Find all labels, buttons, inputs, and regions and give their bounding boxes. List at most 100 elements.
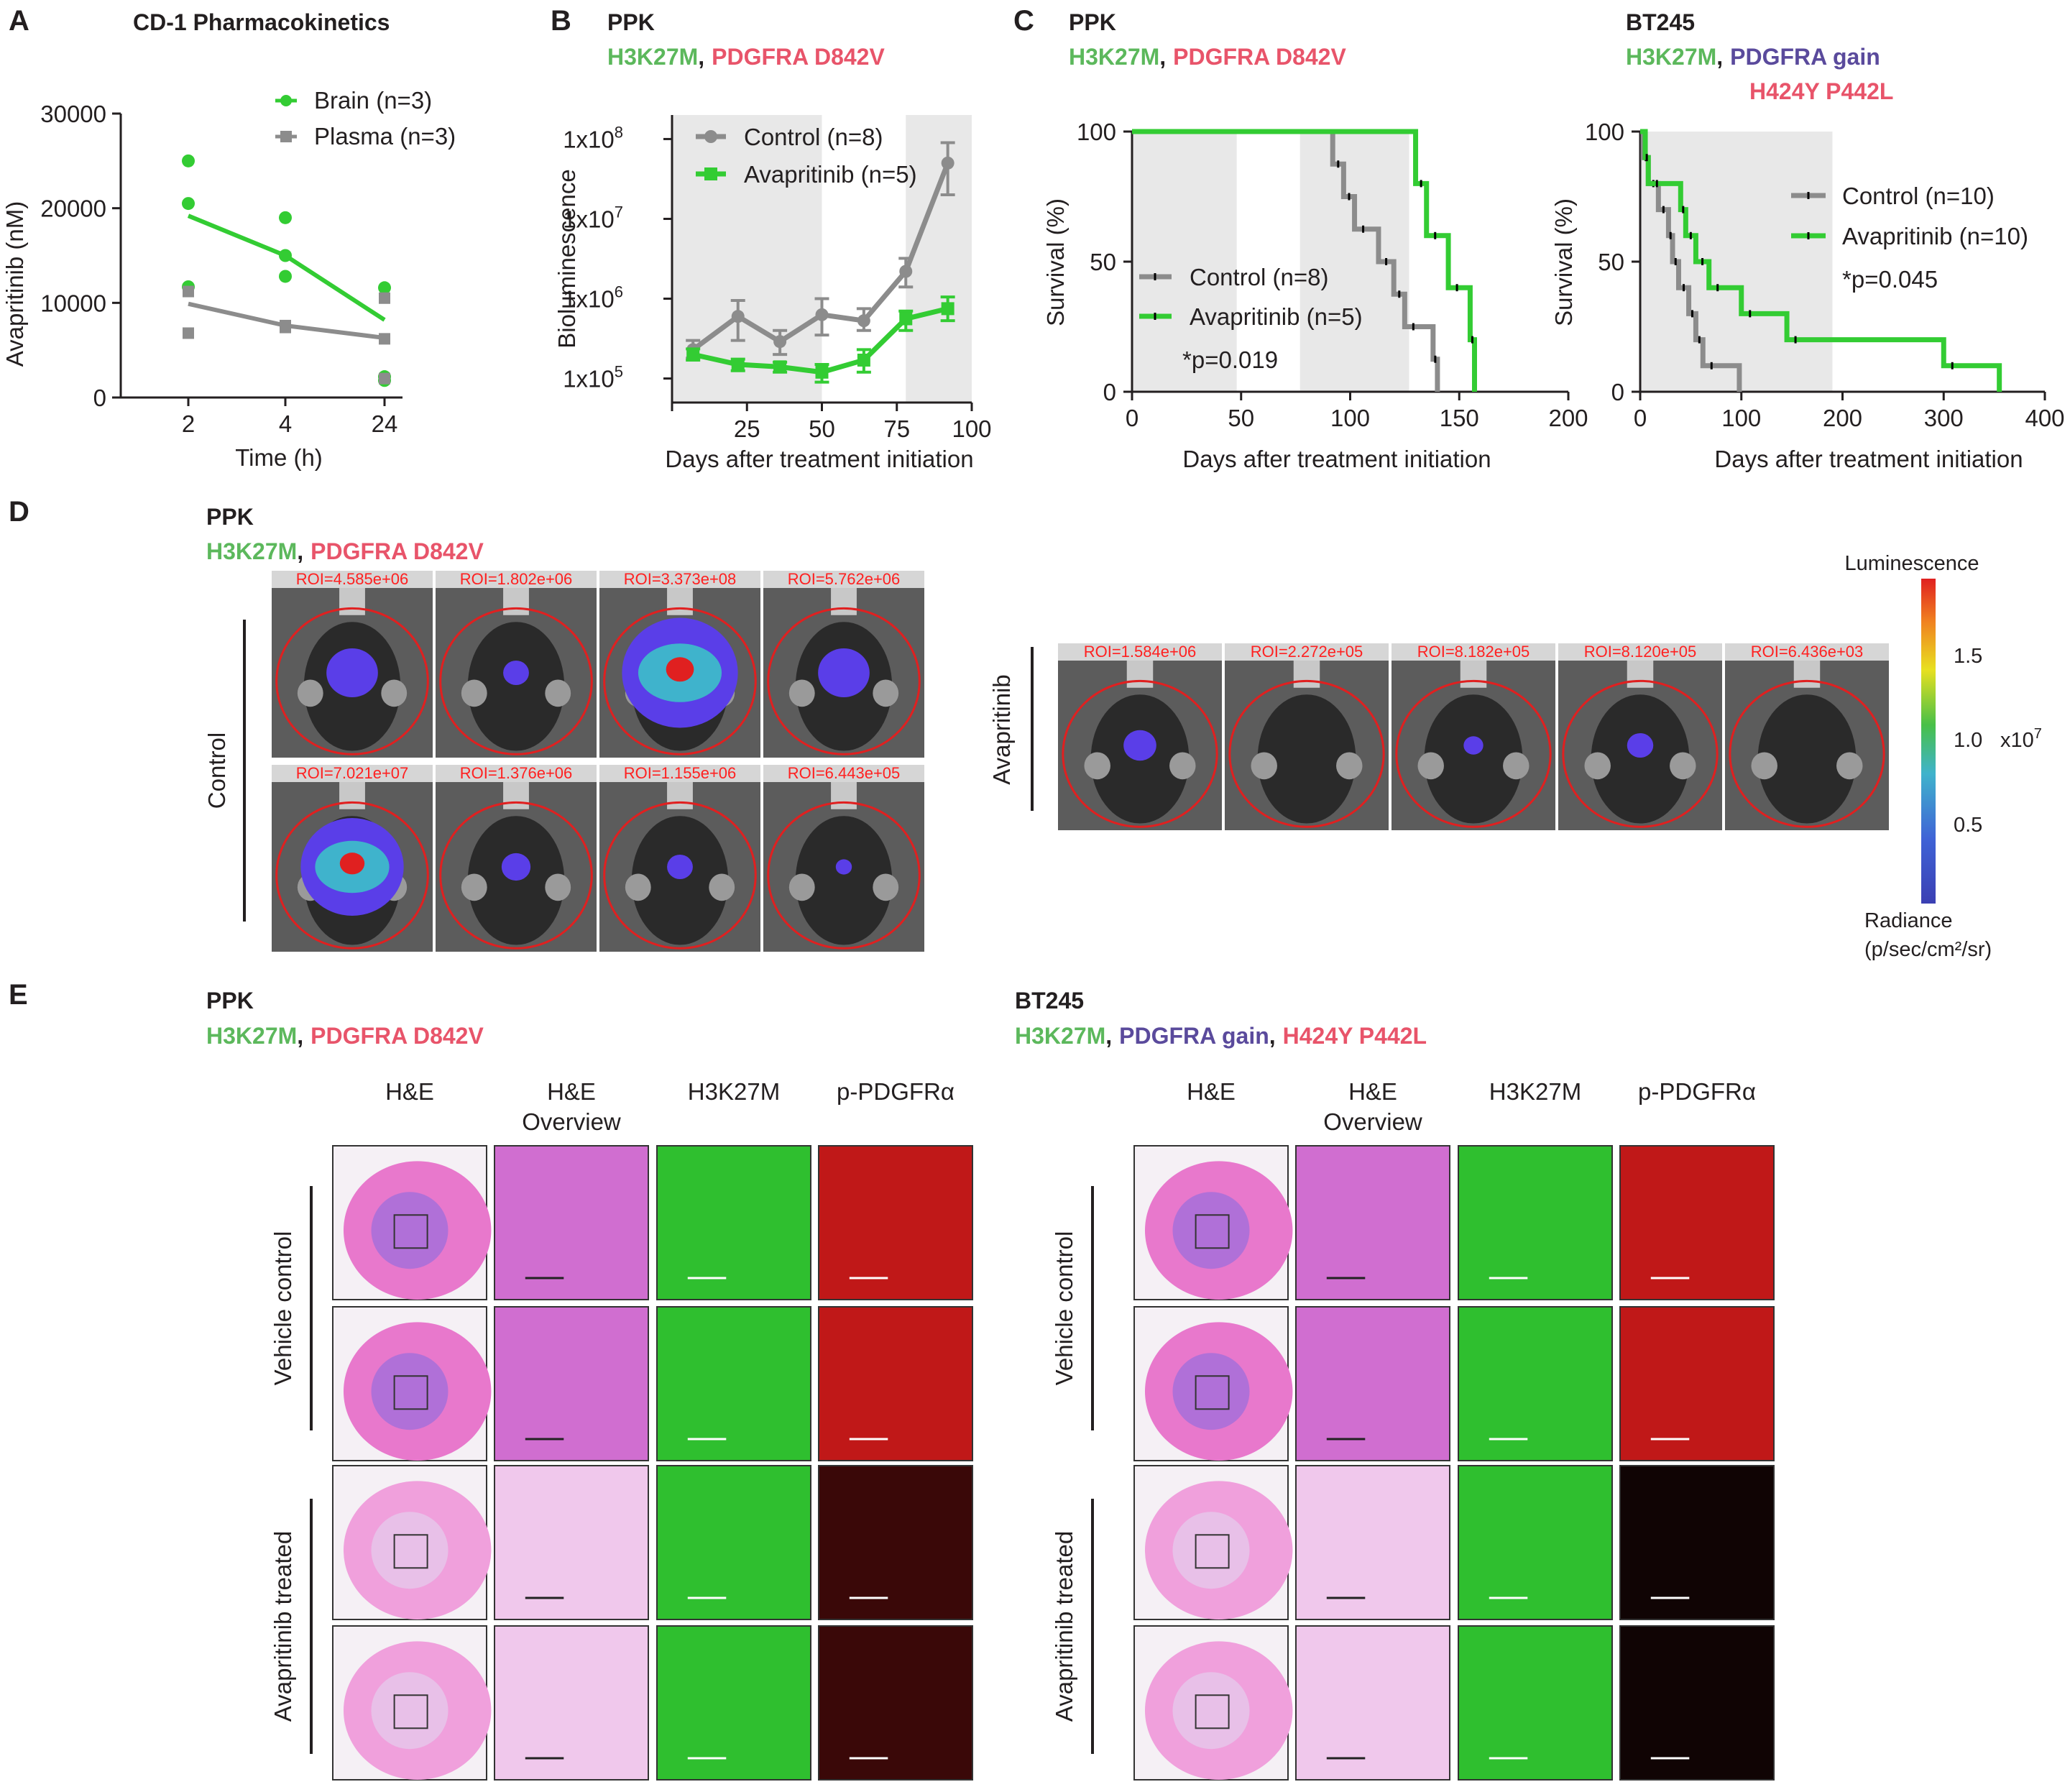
chart-a-xlabel: Time (h) (235, 444, 323, 471)
mouse-ear-right (545, 873, 571, 901)
p-pdgfra-stain (1619, 1145, 1775, 1300)
panel-d-control-images: ROI=4.585e+06 ROI=1.802e+06 ROI=3.373e+08 R… (272, 570, 924, 952)
y-tick-label-a: 10000 (40, 290, 106, 316)
luminescence-signal-high (666, 657, 694, 682)
panel-label-e: E (9, 979, 28, 1011)
luminescence-signal (818, 648, 870, 697)
roi-circle (603, 801, 757, 950)
data-point-b-avapritinib (815, 365, 829, 379)
panel-d-treated-images: ROI=1.584e+06 ROI=2.272e+05 ROI=8.182e+05 R… (1058, 643, 1889, 830)
mouse-ear-left (1251, 752, 1277, 780)
colorbar-unit-title: Radiance (1864, 909, 1953, 932)
y-tick-label-c: 50 (1090, 249, 1116, 275)
he-overview (494, 1306, 649, 1461)
chart-c1-pvalue: *p=0.019 (1182, 346, 1278, 373)
he-overview (1295, 1306, 1450, 1461)
cannula-holder (1460, 661, 1487, 688)
legend-c2-avapritinib-label: Avapritinib (n=10) (1842, 223, 2028, 249)
legend-a-plasma-label: Plasma (n=3) (314, 123, 456, 150)
roi-label-bg (763, 571, 924, 588)
he-overview (1295, 1145, 1450, 1300)
cannula-holder (339, 588, 365, 615)
h3k27m-stain (1458, 1625, 1613, 1780)
chart-c1-xlabel: Days after treatment initiation (1182, 446, 1491, 472)
he-overview (494, 1465, 649, 1620)
panel-label-a: A (9, 5, 29, 37)
cannula-holder (503, 782, 529, 809)
data-point-b-avapritinib (941, 302, 954, 316)
roi-label-bg (272, 571, 433, 588)
chart-c2-xlabel: Days after treatment initiation (1714, 446, 2023, 472)
col-header-overview-sub: Overview (1323, 1108, 1422, 1135)
luminescence-signal (326, 648, 378, 697)
mouse-ear-right (709, 873, 735, 901)
roi-circle (439, 801, 593, 950)
h3k27m-stain (1458, 1306, 1613, 1461)
data-point-b-avapritinib (731, 358, 745, 372)
col-header-he: H&E (1187, 1078, 1236, 1105)
roi-label: ROI=5.762e+06 (788, 570, 901, 588)
mouse-ear-right (1503, 752, 1530, 780)
he-tumor (1172, 1672, 1250, 1750)
he-overview (494, 1625, 649, 1780)
data-point-b-control (773, 335, 787, 349)
h3k27m-stain (656, 1625, 811, 1780)
chart-c2-ylabel: Survival (%) (1550, 198, 1577, 326)
cannula-holder (831, 782, 857, 809)
panel-d-control-label: Control (203, 732, 230, 809)
mouse-ear-right (381, 679, 408, 707)
series-line-0 (187, 213, 386, 322)
panel-c-ppk-model: PPK (1069, 9, 1116, 35)
x-tick-label-b: 75 (883, 415, 910, 442)
roi-circle (439, 607, 593, 755)
data-point-plasma (183, 285, 194, 298)
luminescence-signal (501, 853, 531, 881)
x-tick-label-c: 0 (1126, 405, 1138, 431)
chart-b-ylabel: Bioluminescence (553, 169, 580, 348)
x-tick-label-a: 4 (279, 410, 292, 437)
x-tick-label-c: 150 (1440, 405, 1479, 431)
panel-d-model: PPK (206, 504, 254, 530)
y-tick-label-c: 100 (1077, 119, 1116, 145)
chart-c2-plot: 0 50 100 0 100 200 300 400 (1585, 119, 2065, 431)
panel-c-bt245-mutation3: H424Y P442L (1749, 78, 1893, 104)
roi-label-bg (436, 571, 597, 588)
mouse-head (467, 622, 565, 751)
chart-b-xlabel: Days after treatment initiation (665, 446, 973, 472)
mouse-ear-right (1836, 752, 1863, 780)
data-point-plasma (379, 292, 390, 304)
he-inset-box (393, 1534, 428, 1569)
data-point-brain (182, 154, 195, 167)
roi-circle (767, 607, 921, 755)
row-group-label: Avapritinib treated (1051, 1531, 1077, 1722)
cannula-holder (1793, 661, 1821, 688)
colorbar-tick-1: 1.5 (1954, 645, 1982, 668)
x-tick-label-b: 25 (734, 415, 760, 442)
chart-c1-ylabel: Survival (%) (1042, 198, 1069, 326)
roi-label-bg (599, 765, 760, 782)
panel-d-mutations: H3K27M, PDGFRA D842V (206, 538, 484, 564)
mouse-ear-right (545, 679, 571, 707)
panel-b: B PPK H3K27M, PDGFRA D842V Bioluminescenc… (551, 5, 992, 472)
x-tick-label-c: 300 (1924, 405, 1964, 431)
data-point-b-avapritinib (899, 312, 913, 326)
chart-a-title: CD-1 Pharmacokinetics (133, 9, 390, 35)
roi-circle (603, 607, 757, 755)
mouse-head (1424, 694, 1523, 824)
mouse-ear-left (788, 679, 815, 707)
row-group-label: Vehicle control (270, 1231, 296, 1386)
mouse-ear-right (1336, 752, 1363, 780)
roi-circle (275, 607, 429, 755)
mouse-ear-left (461, 873, 487, 901)
data-point-b-control (815, 308, 829, 321)
panel-label-c: C (1013, 5, 1034, 37)
y-tick-label-b: 1x108 (563, 123, 623, 152)
he-tumor (371, 1192, 448, 1269)
roi-label-bg (1058, 643, 1222, 661)
luminescence-signal (835, 859, 852, 875)
x-tick-label-c: 100 (1330, 405, 1370, 431)
colorbar-tick-2: 1.0 (1954, 729, 1982, 752)
he-tumor (371, 1353, 448, 1430)
legend-c1-control-label: Control (n=8) (1190, 264, 1329, 290)
y-tick-label-c: 0 (1611, 379, 1624, 405)
